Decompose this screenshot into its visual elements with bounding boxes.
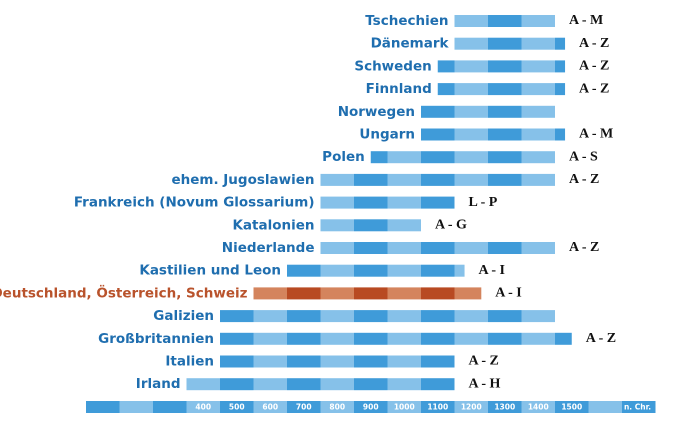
letter-range: A - H	[469, 376, 501, 391]
row-label: Schweden	[354, 58, 431, 74]
row-label: Polen	[322, 149, 365, 165]
row-label: Irland	[136, 376, 181, 392]
range-bar	[287, 264, 465, 277]
letter-range: A - Z	[579, 81, 609, 96]
range-bar	[454, 37, 566, 50]
x-tick-label: 800	[329, 403, 345, 412]
time-axis	[86, 401, 656, 413]
range-bar	[320, 173, 555, 186]
x-tick-label: 1300	[494, 403, 515, 412]
x-tick-label: 1100	[427, 403, 448, 412]
row-label: Katalonien	[232, 217, 314, 233]
x-tick-label: 1000	[394, 403, 415, 412]
row-label: Ungarn	[359, 127, 415, 143]
range-bar	[220, 310, 555, 323]
letter-range: A - Z	[469, 354, 499, 369]
letter-range: A - I	[479, 263, 505, 278]
range-bar	[454, 15, 555, 27]
x-tick-label: 1400	[528, 403, 549, 412]
x-tick-label: 900	[363, 403, 379, 412]
x-tick-label: 500	[229, 403, 245, 412]
range-bar	[370, 151, 555, 164]
range-bar	[320, 219, 421, 232]
x-axis-label: n. Chr.	[624, 403, 651, 412]
row-label: Dänemark	[371, 36, 450, 52]
row-label: Galizien	[153, 308, 214, 324]
x-tick-label: 400	[195, 403, 211, 412]
letter-range: A - M	[569, 13, 603, 28]
range-bar	[421, 105, 555, 118]
row-label: Norwegen	[338, 104, 415, 120]
letter-range: A - G	[435, 218, 467, 233]
letter-range: L - P	[469, 195, 498, 210]
letter-range: A - Z	[586, 331, 616, 346]
range-bar	[320, 242, 555, 254]
x-tick-label: 1200	[461, 403, 482, 412]
letter-range: A - S	[569, 149, 598, 164]
range-bar	[220, 355, 455, 368]
x-tick-label: 600	[262, 403, 278, 412]
range-bar	[253, 287, 482, 300]
x-tick-label: 1500	[561, 403, 582, 412]
row-label: Kastilien und Leon	[139, 263, 281, 279]
letter-range: A - I	[495, 286, 521, 301]
range-bar	[421, 128, 566, 141]
range-bar	[186, 378, 455, 391]
row-label: Finnland	[366, 81, 432, 97]
letter-range: A - Z	[579, 59, 609, 74]
row-label: ehem. Jugoslawien	[171, 172, 314, 188]
row-label: Frankreich (Novum Glossarium)	[74, 195, 315, 211]
letter-range: A - Z	[569, 172, 599, 187]
row-label: Großbritannien	[98, 331, 214, 347]
range-bar	[220, 332, 572, 345]
range-bar	[437, 83, 566, 96]
row-label: Niederlande	[222, 240, 315, 256]
row-label: Tschechien	[365, 13, 448, 29]
letter-range: A - M	[579, 127, 613, 142]
x-tick-label: 700	[296, 403, 312, 412]
letter-range: A - Z	[579, 36, 609, 51]
range-bar	[320, 196, 455, 209]
letter-range: A - Z	[569, 240, 599, 255]
row-label: Deutschland, Österreich, Schweiz	[0, 283, 248, 301]
row-label: Italien	[165, 354, 214, 370]
range-bar	[437, 60, 566, 73]
